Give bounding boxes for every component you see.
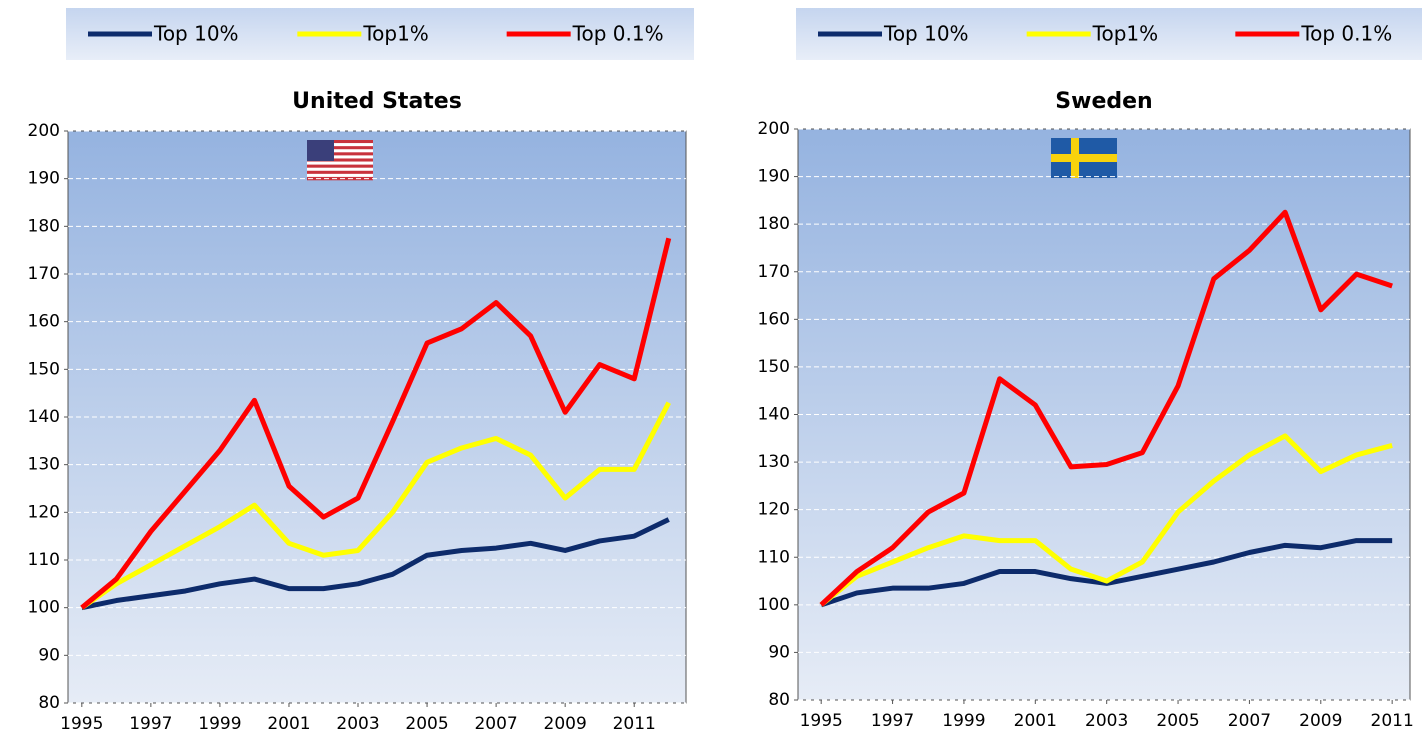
y-tick-label: 190 bbox=[28, 169, 60, 189]
chart-title: United States bbox=[292, 89, 462, 114]
flag-stripe bbox=[307, 164, 373, 168]
flag-stripe bbox=[307, 167, 373, 172]
y-tick-label: 150 bbox=[28, 359, 60, 379]
x-tick-label: 2009 bbox=[544, 714, 587, 734]
x-tick-label: 1995 bbox=[800, 711, 843, 731]
y-tick-label: 120 bbox=[758, 500, 790, 520]
flag-stripe bbox=[307, 143, 373, 147]
y-tick-label: 140 bbox=[758, 405, 790, 425]
legend-label: Top 0.1% bbox=[572, 22, 664, 46]
x-tick-label: 1999 bbox=[198, 714, 241, 734]
x-tick-label: 2011 bbox=[1371, 711, 1414, 731]
y-tick-label: 110 bbox=[758, 547, 790, 567]
x-tick-label: 2003 bbox=[1085, 711, 1128, 731]
flag-stripe bbox=[307, 158, 373, 162]
legend-label: Top 10% bbox=[153, 22, 239, 46]
flag-stripe bbox=[307, 170, 373, 175]
y-tick-label: 110 bbox=[28, 550, 60, 570]
series-line bbox=[819, 209, 1393, 607]
y-tick-label: 200 bbox=[758, 119, 790, 139]
x-tick-label: 1997 bbox=[871, 711, 914, 731]
flag-stripe bbox=[307, 155, 373, 159]
y-tick-label: 80 bbox=[38, 693, 60, 713]
y-tick-label: 120 bbox=[28, 502, 60, 522]
series-line bbox=[819, 433, 1393, 607]
y-tick-label: 180 bbox=[28, 216, 60, 236]
flag-stripe bbox=[307, 161, 373, 165]
flag-cross bbox=[1071, 138, 1079, 178]
flag-cross bbox=[1051, 154, 1117, 162]
y-tick-label: 180 bbox=[758, 214, 790, 234]
y-tick-label: 160 bbox=[758, 309, 790, 329]
y-tick-label: 200 bbox=[28, 121, 60, 141]
y-tick-label: 160 bbox=[28, 312, 60, 332]
series-line bbox=[80, 237, 672, 610]
flag-stripe bbox=[307, 146, 373, 150]
y-tick-label: 150 bbox=[758, 357, 790, 377]
y-tick-label: 80 bbox=[768, 690, 790, 710]
flag-stripe bbox=[307, 140, 373, 144]
legend-box bbox=[66, 8, 694, 60]
chart-title: Sweden bbox=[1055, 89, 1152, 114]
x-tick-label: 1997 bbox=[129, 714, 172, 734]
flag-stripe bbox=[307, 149, 373, 153]
y-tick-label: 130 bbox=[758, 452, 790, 472]
flag-stripe bbox=[307, 173, 373, 178]
legend-box bbox=[796, 8, 1422, 60]
x-tick-label: 2001 bbox=[267, 714, 310, 734]
y-tick-label: 90 bbox=[768, 642, 790, 662]
x-tick-label: 2007 bbox=[474, 714, 517, 734]
legend-label: Top1% bbox=[1092, 22, 1158, 46]
series-line bbox=[80, 401, 671, 610]
y-tick-label: 90 bbox=[38, 645, 60, 665]
y-tick-label: 140 bbox=[28, 407, 60, 427]
x-tick-label: 2003 bbox=[336, 714, 379, 734]
legend-label: Top1% bbox=[362, 22, 428, 46]
y-tick-label: 100 bbox=[28, 598, 60, 618]
x-tick-label: 2005 bbox=[405, 714, 448, 734]
y-tick-label: 170 bbox=[28, 264, 60, 284]
x-tick-label: 1995 bbox=[60, 714, 103, 734]
y-tick-label: 190 bbox=[758, 167, 790, 187]
x-tick-label: 2007 bbox=[1228, 711, 1271, 731]
legend-label: Top 0.1% bbox=[1300, 22, 1392, 46]
x-tick-label: 1999 bbox=[942, 711, 985, 731]
x-tick-label: 2001 bbox=[1014, 711, 1057, 731]
flag-stripe bbox=[307, 152, 373, 156]
legend-label: Top 10% bbox=[883, 22, 969, 46]
y-tick-label: 130 bbox=[28, 455, 60, 475]
flag-canton bbox=[307, 140, 334, 161]
x-tick-label: 2005 bbox=[1156, 711, 1199, 731]
x-tick-label: 2011 bbox=[613, 714, 656, 734]
series-line bbox=[81, 517, 670, 611]
y-tick-label: 170 bbox=[758, 262, 790, 282]
y-tick-label: 100 bbox=[758, 595, 790, 615]
x-tick-label: 2009 bbox=[1299, 711, 1342, 731]
